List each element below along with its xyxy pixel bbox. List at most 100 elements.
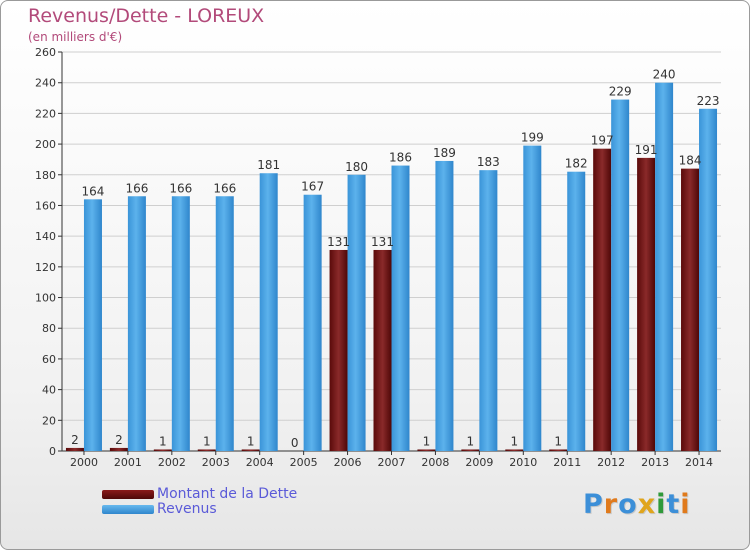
logo-letter: i xyxy=(656,489,667,520)
x-tick-label: 2009 xyxy=(465,456,493,469)
legend-swatch-revenus xyxy=(102,505,154,514)
data-label-revenus: 182 xyxy=(565,157,588,171)
data-label-revenus: 164 xyxy=(82,184,105,198)
y-tick-label: 200 xyxy=(35,138,56,151)
data-label-dette: 184 xyxy=(679,154,702,168)
y-tick-label: 160 xyxy=(35,199,56,212)
data-label-dette: 1 xyxy=(203,434,211,448)
data-label-revenus: 166 xyxy=(125,181,148,195)
bar-dette xyxy=(461,449,480,451)
logo-letter: P xyxy=(583,489,604,520)
y-tick-label: 120 xyxy=(35,261,56,274)
bar-revenus xyxy=(699,108,718,452)
chart-title: Revenus/Dette - LOREUX xyxy=(28,5,265,27)
bar-dette xyxy=(241,449,260,451)
bar-dette xyxy=(329,249,348,451)
bar-revenus xyxy=(127,196,146,451)
data-label-dette: 191 xyxy=(635,143,658,157)
chart-subtitle: (en milliers d'€) xyxy=(28,30,123,44)
data-label-dette: 1 xyxy=(554,434,562,448)
bar-revenus xyxy=(479,170,498,451)
logo-letter: r xyxy=(603,489,619,520)
x-tick-label: 2005 xyxy=(290,456,318,469)
data-label-dette: 2 xyxy=(115,433,123,447)
x-tick-label: 2001 xyxy=(114,456,142,469)
x-tick-label: 2003 xyxy=(202,456,230,469)
bar-dette xyxy=(197,449,216,451)
logo-letter: o xyxy=(618,489,638,520)
legend-label-dette: Montant de la Dette xyxy=(157,486,298,502)
bar-dette xyxy=(109,447,128,451)
data-label-dette: 1 xyxy=(467,434,475,448)
y-tick-label: 180 xyxy=(35,169,56,182)
logo-letter: x xyxy=(637,489,657,520)
y-tick-label: 60 xyxy=(42,353,56,366)
y-tick-label: 220 xyxy=(35,107,56,120)
data-label-dette: 2 xyxy=(71,433,79,447)
data-label-dette: 131 xyxy=(371,235,394,249)
x-tick-label: 2013 xyxy=(641,456,669,469)
data-label-revenus: 181 xyxy=(257,158,280,172)
bar-revenus xyxy=(259,173,278,451)
bar-revenus xyxy=(347,174,366,451)
x-tick-label: 2008 xyxy=(421,456,449,469)
x-tick-label: 2007 xyxy=(378,456,406,469)
data-label-revenus: 180 xyxy=(345,160,368,174)
data-label-revenus: 223 xyxy=(697,94,720,108)
data-label-revenus: 166 xyxy=(213,181,236,195)
bar-dette xyxy=(593,148,612,451)
x-tick-label: 2011 xyxy=(553,456,581,469)
bar-revenus xyxy=(215,196,234,451)
data-label-revenus: 189 xyxy=(433,146,456,160)
y-tick-label: 40 xyxy=(42,384,56,397)
bar-dette xyxy=(373,249,392,451)
bar-dette xyxy=(549,449,568,451)
data-label-dette: 1 xyxy=(159,434,167,448)
data-label-revenus: 167 xyxy=(301,180,324,194)
y-tick-label: 20 xyxy=(42,414,56,427)
bar-revenus xyxy=(655,82,674,451)
logo-letter: t xyxy=(666,489,681,520)
proxiti-logo: Proxiti xyxy=(583,489,691,520)
x-tick-label: 2002 xyxy=(158,456,186,469)
data-label-dette: 1 xyxy=(247,434,255,448)
bar-dette xyxy=(65,447,84,451)
data-label-revenus: 183 xyxy=(477,155,500,169)
y-tick-label: 100 xyxy=(35,292,56,305)
x-tick-label: 2012 xyxy=(597,456,625,469)
bar-revenus xyxy=(567,171,586,451)
bar-revenus xyxy=(83,199,102,451)
bar-dette xyxy=(637,157,656,451)
y-tick-label: 0 xyxy=(49,445,56,458)
data-label-revenus: 166 xyxy=(169,181,192,195)
bar-dette xyxy=(505,449,524,451)
bar-dette xyxy=(153,449,172,451)
bar-revenus xyxy=(391,165,410,452)
data-label-dette: 131 xyxy=(327,235,350,249)
logo-letter: i xyxy=(680,489,691,520)
legend-swatch-dette xyxy=(102,490,154,499)
bar-revenus xyxy=(523,145,542,451)
legend-label-revenus: Revenus xyxy=(157,501,217,517)
data-label-revenus: 186 xyxy=(389,151,412,165)
data-label-revenus: 240 xyxy=(653,68,676,82)
bar-revenus xyxy=(435,160,454,451)
data-label-dette: 1 xyxy=(510,434,518,448)
x-tick-label: 2010 xyxy=(509,456,537,469)
bar-dette xyxy=(417,449,436,451)
y-tick-label: 80 xyxy=(42,322,56,335)
data-label-revenus: 199 xyxy=(521,131,544,145)
x-tick-label: 2004 xyxy=(246,456,274,469)
data-label-dette: 1 xyxy=(423,434,431,448)
bar-revenus xyxy=(171,196,190,451)
bar-revenus xyxy=(611,99,630,452)
x-tick-label: 2014 xyxy=(685,456,713,469)
bar-revenus xyxy=(303,194,322,451)
x-tick-label: 2000 xyxy=(70,456,98,469)
data-label-dette: 197 xyxy=(591,134,614,148)
x-tick-label: 2006 xyxy=(334,456,362,469)
y-tick-label: 140 xyxy=(35,230,56,243)
y-tick-label: 240 xyxy=(35,77,56,90)
